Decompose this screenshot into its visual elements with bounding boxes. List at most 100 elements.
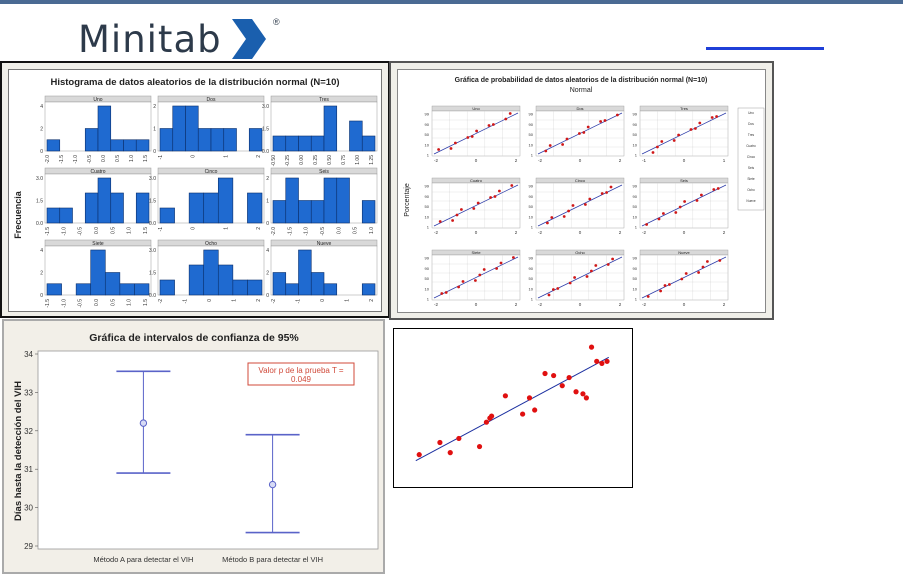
histogram-xtick-label: -1.5 — [45, 299, 51, 308]
probability-panel-name: Seis — [680, 178, 688, 183]
probability-point — [684, 272, 688, 275]
probability-point — [659, 289, 662, 293]
histogram-ytick-label: 2 — [153, 104, 156, 110]
probability-xtick-label: 0 — [475, 158, 478, 163]
probability-xtick-label: -1 — [642, 158, 646, 163]
histogram-xtick-label: 0 — [320, 299, 326, 302]
probability-point — [489, 196, 492, 199]
histogram-bar — [197, 128, 212, 152]
histogram-bar — [203, 192, 219, 224]
probability-xtick-label: 2 — [723, 230, 726, 235]
probability-point — [493, 195, 497, 198]
probability-point — [499, 261, 503, 265]
histogram-xtick-label: -2.0 — [45, 155, 51, 164]
probability-xtick-label: 0 — [683, 230, 686, 235]
scatter-point — [437, 439, 443, 446]
histogram-xtick-label: 0.5 — [115, 155, 121, 162]
logo-arrow-icon: ® — [231, 17, 280, 59]
histogram-xtick-label: -0.5 — [78, 299, 84, 308]
histogram-xtick-label: 1 — [223, 227, 229, 230]
interval-chart: Gráfica de intervalos de confianza de 95… — [13, 332, 379, 564]
probability-point — [478, 273, 482, 277]
histogram-bar — [119, 283, 135, 296]
probability-point — [672, 139, 676, 142]
histogram-bar — [90, 249, 106, 296]
probability-point — [578, 132, 581, 135]
logo-text: Minitab — [78, 17, 222, 61]
probability-point — [466, 136, 470, 139]
probability-point — [455, 213, 459, 217]
probability-xtick-label: -2 — [642, 230, 646, 235]
probability-point — [660, 140, 664, 143]
histogram-ytick-label: 3.0 — [149, 248, 156, 254]
scatter-point — [502, 393, 508, 399]
interval-ylabel: Días hasta la detección del VIH — [13, 381, 24, 521]
probability-ytick-label: 99 — [633, 256, 638, 261]
histogram-panel-name: Uno — [93, 97, 102, 103]
probability-point — [440, 292, 444, 295]
histogram-bar — [203, 249, 219, 296]
scatter-fit-line — [415, 356, 610, 462]
probability-point — [605, 191, 608, 194]
probability-ytick-label: 90 — [529, 266, 534, 271]
histogram-xtick-label: 0.50 — [327, 155, 333, 165]
probability-legend-entry: Seis — [748, 166, 755, 170]
probability-point — [715, 115, 718, 118]
scatter-point — [526, 395, 533, 401]
probability-point — [567, 209, 570, 213]
histogram-bar — [159, 279, 175, 296]
scatter-point — [456, 435, 462, 442]
probability-point — [586, 125, 590, 129]
probability-point — [590, 269, 593, 273]
probability-panel-name: Cuatro — [470, 178, 483, 183]
histogram-ytick-label: 4 — [40, 104, 43, 110]
histogram-xtick-label: -1.5 — [59, 155, 65, 164]
histogram-panel-name: Seis — [319, 169, 329, 175]
histogram-panel-name: Siete — [92, 241, 104, 247]
logo-registered-mark: ® — [272, 17, 280, 27]
probability-fit-line — [433, 256, 519, 299]
probability-legend-entry: Ocho — [747, 188, 755, 192]
histogram-ytick-label: 2 — [40, 271, 43, 277]
probability-ytick-label: 99 — [425, 112, 430, 117]
scatter-point — [594, 358, 600, 364]
histogram-panel-name: Ocho — [205, 241, 217, 247]
histogram-ytick-label: 2 — [266, 271, 269, 277]
histogram-title: Histograma de datos aleatorios de la dis… — [50, 77, 339, 88]
histogram-xtick-label: 0.25 — [313, 155, 319, 165]
histogram-xtick-label: 1 — [345, 299, 351, 302]
histogram-bar — [285, 135, 299, 152]
probability-xtick-label: -2 — [538, 302, 542, 307]
histogram-panel-name: Cuatro — [90, 169, 105, 175]
histogram-ytick-label: 1.5 — [36, 199, 43, 205]
scatter-point — [489, 413, 495, 419]
probability-ytick-label: 50 — [425, 204, 430, 209]
histogram-xtick-label: 1.5 — [143, 227, 149, 234]
probability-point — [674, 211, 678, 214]
histogram-ytick-label: 0 — [266, 221, 269, 227]
histogram-xtick-label: -1.0 — [61, 227, 67, 236]
probability-point — [482, 268, 486, 271]
blue-link-underline[interactable] — [706, 47, 824, 50]
probability-point — [582, 131, 586, 134]
probability-ytick-label: 90 — [633, 122, 638, 127]
histogram-ytick-label: 0 — [40, 149, 43, 155]
probability-plot-panel: Gráfica de probabilidad de datos aleator… — [389, 61, 774, 320]
probability-fit-line — [641, 184, 727, 227]
probability-panel-name: Uno — [472, 106, 480, 111]
histogram-xtick-label: 1.5 — [143, 299, 149, 306]
probability-point — [550, 216, 554, 219]
histogram-xtick-label: 1.0 — [127, 299, 133, 306]
probability-ytick-label: 50 — [633, 204, 638, 209]
probability-ytick-label: 90 — [633, 266, 638, 271]
histogram-ytick-label: 0.0 — [149, 293, 156, 299]
histogram-bar — [247, 192, 263, 224]
scatter-point — [551, 372, 557, 379]
probability-legend-entry: Nueve — [746, 199, 755, 203]
probability-point — [548, 144, 552, 147]
interval-ytick-label: 34 — [24, 350, 33, 359]
histogram-bar — [298, 200, 312, 224]
interval-ytick-label: 30 — [24, 504, 33, 513]
probability-point — [552, 288, 555, 291]
probability-point — [651, 151, 655, 154]
